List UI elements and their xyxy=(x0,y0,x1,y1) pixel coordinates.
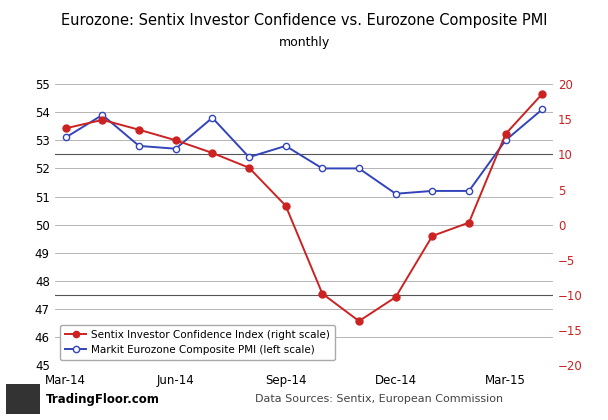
Text: GROUP: GROUP xyxy=(12,398,33,403)
Text: Data Sources: Sentix, European Commission: Data Sources: Sentix, European Commissio… xyxy=(255,394,503,404)
Text: TradingFloor.com: TradingFloor.com xyxy=(46,393,159,405)
FancyBboxPatch shape xyxy=(6,384,40,414)
Text: Eurozone: Sentix Investor Confidence vs. Eurozone Composite PMI: Eurozone: Sentix Investor Confidence vs.… xyxy=(61,13,547,28)
Legend: Sentix Investor Confidence Index (right scale), Markit Eurozone Composite PMI (l: Sentix Investor Confidence Index (right … xyxy=(60,325,335,360)
Text: monthly: monthly xyxy=(278,36,330,49)
Text: SAXO: SAXO xyxy=(12,384,33,390)
